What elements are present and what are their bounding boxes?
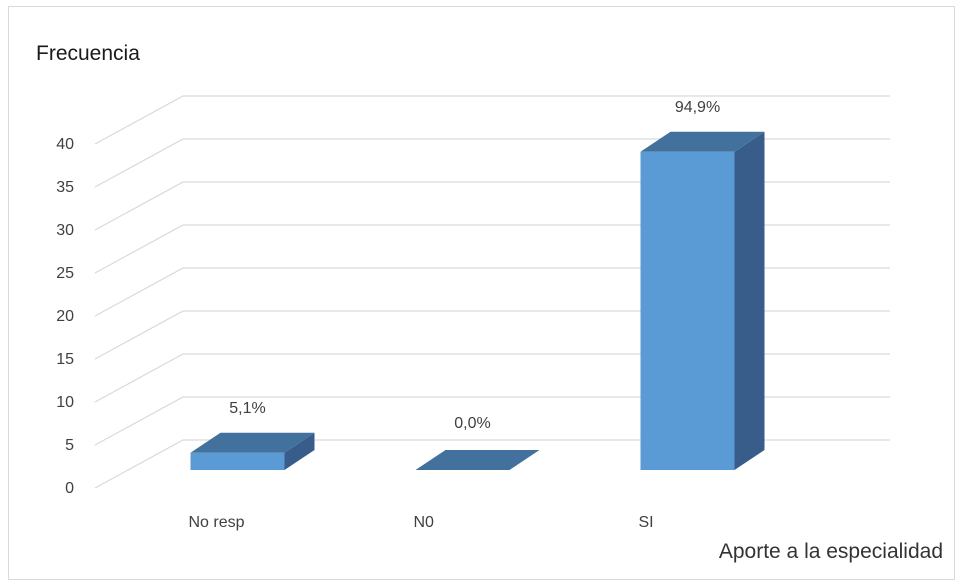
bar bbox=[640, 131, 765, 471]
y-tick-label: 0 bbox=[65, 480, 74, 497]
y-tick-label: 35 bbox=[56, 179, 74, 196]
y-axis-ticks: 0 5 10 15 20 25 30 35 40 bbox=[56, 136, 74, 497]
gridline bbox=[94, 181, 890, 231]
chart-frame bbox=[8, 6, 955, 580]
x-axis-categories: No resp N0 SI bbox=[189, 514, 654, 531]
y-axis-title: Frecuencia bbox=[36, 42, 140, 65]
y-tick-label: 15 bbox=[56, 351, 74, 368]
x-axis-title: Aporte a la especialidad bbox=[718, 540, 943, 563]
x-category-label: N0 bbox=[414, 514, 435, 531]
y-tick-label: 25 bbox=[56, 265, 74, 282]
gridline bbox=[94, 267, 890, 317]
bar-front bbox=[190, 452, 285, 470]
data-label: 5,1% bbox=[229, 400, 265, 417]
data-label: 0,0% bbox=[454, 415, 490, 432]
bars bbox=[190, 131, 765, 471]
gridline bbox=[94, 353, 890, 403]
bar bbox=[190, 432, 315, 470]
y-tick-label: 30 bbox=[56, 222, 74, 239]
gridline bbox=[94, 95, 890, 145]
y-tick-label: 10 bbox=[56, 394, 74, 411]
bar-side bbox=[284, 432, 315, 470]
bar-side bbox=[734, 131, 765, 471]
bar-top bbox=[640, 131, 765, 152]
x-category-label: No resp bbox=[189, 514, 245, 531]
gridline bbox=[94, 224, 890, 274]
bar-front bbox=[640, 151, 735, 471]
data-label: 94,9% bbox=[675, 99, 720, 116]
gridlines bbox=[94, 95, 890, 489]
bar bbox=[415, 450, 540, 470]
y-tick-label: 5 bbox=[65, 437, 74, 454]
gridline bbox=[94, 138, 890, 188]
bar-top bbox=[190, 432, 315, 453]
y-tick-label: 40 bbox=[56, 136, 74, 153]
gridline bbox=[94, 310, 890, 360]
y-tick-label: 20 bbox=[56, 308, 74, 325]
bar-top bbox=[415, 450, 540, 470]
data-labels: 5,1% 0,0% 94,9% bbox=[229, 99, 720, 432]
x-category-label: SI bbox=[639, 514, 654, 531]
